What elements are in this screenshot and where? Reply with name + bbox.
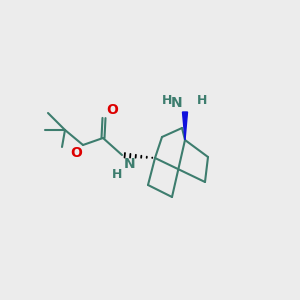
Text: O: O [106, 103, 118, 117]
Text: O: O [70, 146, 82, 160]
Text: H: H [112, 168, 122, 181]
Polygon shape [182, 112, 188, 140]
Text: H: H [162, 94, 172, 107]
Text: N: N [124, 157, 136, 171]
Text: N: N [170, 96, 182, 110]
Text: H: H [197, 94, 207, 107]
